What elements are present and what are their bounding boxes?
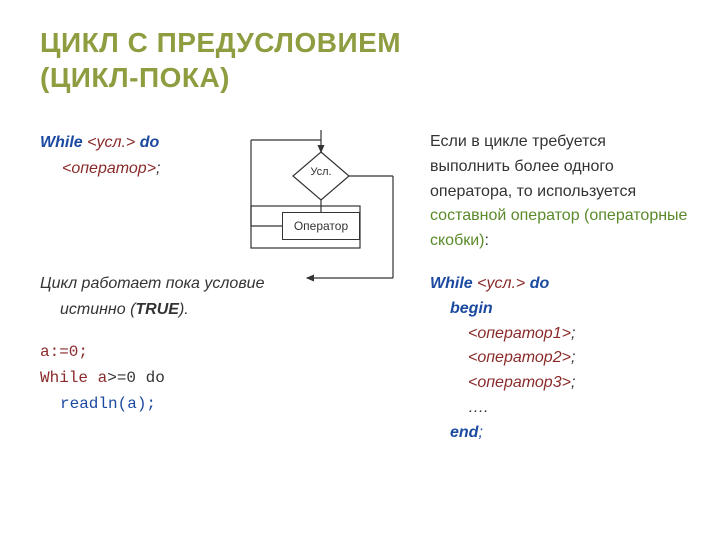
desc-true: TRUE (135, 301, 179, 318)
right-column: Если в цикле требуется выполнить более о… (430, 130, 690, 446)
title-line-2: (ЦИКЛ-ПОКА) (40, 60, 401, 95)
code-2a: While a (40, 369, 107, 387)
operator-box-label: Оператор (294, 219, 348, 233)
r-end-kw: end (450, 424, 478, 441)
r-dots: …. (430, 396, 690, 421)
r-begin: begin (430, 297, 690, 322)
r-kw-do: do (530, 275, 550, 292)
r-cond: <усл.> (477, 275, 530, 292)
code-line-1: a:=0; (40, 340, 300, 366)
operator-box: Оператор (282, 212, 360, 240)
code-line-2: While a>=0 do (40, 366, 300, 392)
desc-b: истинно ( (60, 301, 135, 318)
r-op3-t: <оператор3> (468, 374, 571, 391)
r-end-semi: ; (478, 424, 482, 441)
p1-green: составной оператор (операторные скобки) (430, 207, 687, 249)
kw-do: do (140, 134, 160, 151)
desc-line2: истинно (TRUE). (40, 297, 300, 323)
r-op3-s: ; (571, 374, 575, 391)
p1-colon: : (485, 232, 489, 249)
code-2b: >=0 do (107, 369, 165, 387)
r-kw-while: While (430, 275, 477, 292)
r-op1: <оператор1>; (430, 322, 690, 347)
r-op1-s: ; (571, 325, 575, 342)
p1-text: Если в цикле требуется выполнить более о… (430, 133, 636, 200)
r-op2: <оператор2>; (430, 346, 690, 371)
r-end: end; (430, 421, 690, 446)
title-line-1: ЦИКЛ С ПРЕДУСЛОВИЕМ (40, 25, 401, 60)
desc-c: ). (179, 301, 189, 318)
r-syntax-line1: While <усл.> do (430, 272, 690, 297)
r-op3: <оператор3>; (430, 371, 690, 396)
right-paragraph: Если в цикле требуется выполнить более о… (430, 130, 690, 254)
flowchart: Усл. Оператор (215, 128, 405, 298)
diamond-label: Усл. (293, 166, 349, 178)
r-op1-t: <оператор1> (468, 325, 571, 342)
kw-while: While (40, 134, 87, 151)
page-title: ЦИКЛ С ПРЕДУСЛОВИЕМ (ЦИКЛ-ПОКА) (40, 25, 401, 95)
cond-placeholder: <усл.> (87, 134, 140, 151)
semicolon: ; (156, 160, 160, 177)
op-placeholder: <оператор> (62, 160, 156, 177)
code-line-3: readln(a); (40, 392, 300, 418)
r-op2-s: ; (571, 349, 575, 366)
r-op2-t: <оператор2> (468, 349, 571, 366)
